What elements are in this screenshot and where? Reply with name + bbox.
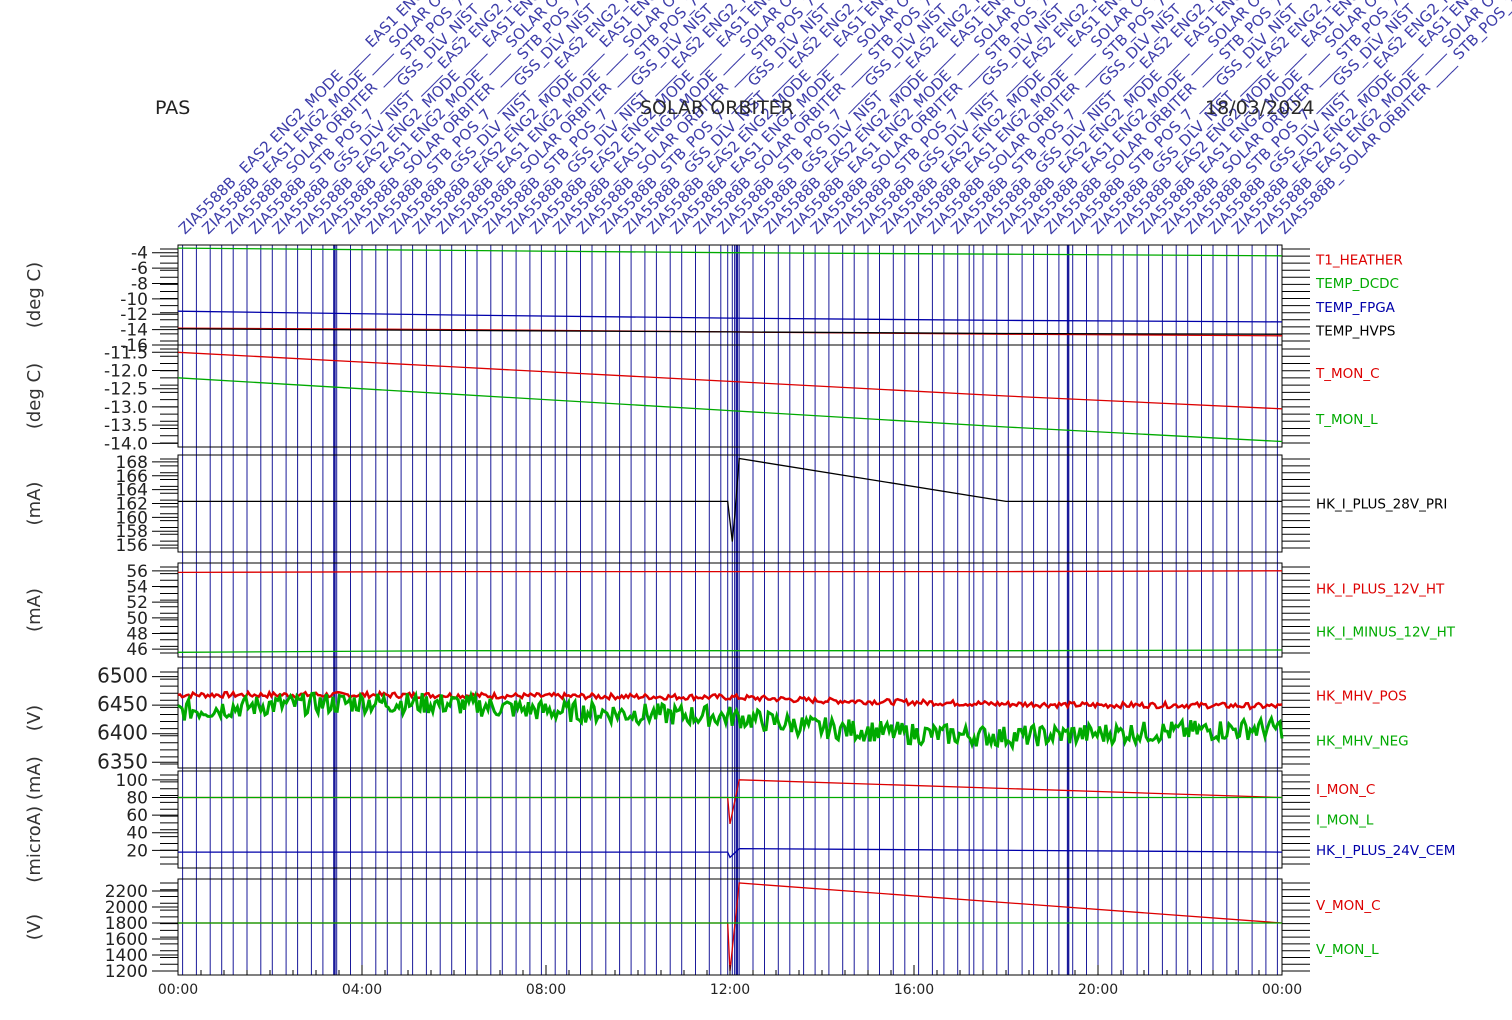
y-tick-label: 1400: [105, 946, 148, 966]
series-name: HK_I_MINUS_12V_HT: [1316, 624, 1456, 640]
y-tick-label: 160: [116, 508, 148, 528]
y-axis-label: (deg C): [24, 363, 45, 429]
panel-frame: [177, 454, 1283, 553]
y-tick-label: 6400: [97, 721, 148, 745]
y-tick-label: 52: [126, 593, 148, 613]
series-name: V_MON_C: [1316, 898, 1381, 914]
panel-frame: [177, 344, 1283, 448]
series-name: TEMP_FPGA: [1315, 300, 1396, 316]
series-name: I_MON_L: [1316, 813, 1374, 829]
y-tick-label: -10: [120, 290, 148, 310]
series-name: HK_MHV_POS: [1316, 688, 1407, 704]
y-tick-label: -11.5: [104, 343, 148, 363]
series-line: [177, 377, 1283, 443]
y-tick-label: 2000: [105, 898, 148, 918]
x-tick-label: 12:00: [710, 982, 750, 998]
series-name: HK_MHV_NEG: [1316, 734, 1409, 750]
y-tick-label: 46: [126, 640, 148, 660]
series-name: HK_I_PLUS_12V_HT: [1316, 582, 1445, 598]
y-axis-label: (deg C): [24, 262, 45, 328]
y-tick-label: -14.0: [104, 434, 148, 454]
y-axis-label: (V): [24, 705, 45, 731]
y-tick-label: -12.0: [104, 362, 148, 382]
instrument-label: PAS: [155, 97, 191, 119]
series-line: [177, 351, 1283, 410]
y-tick-label: -8: [131, 274, 148, 294]
y-tick-label: -4: [131, 244, 148, 264]
x-tick-label: 08:00: [526, 982, 566, 998]
y-tick-label: 2200: [105, 882, 148, 902]
series-line: [177, 247, 1283, 257]
series-name: T_MON_C: [1315, 366, 1380, 382]
y-tick-label: 168: [116, 453, 148, 473]
series-name: TEMP_HVPS: [1315, 324, 1395, 340]
y-tick-label: 48: [126, 625, 148, 645]
y-tick-label: -16: [120, 336, 148, 356]
series-name: T1_HEATHER: [1315, 252, 1403, 268]
y-tick-label: 1200: [105, 962, 148, 982]
y-axis-label: (mA): [24, 482, 45, 526]
panel-frame: [177, 667, 1283, 769]
y-tick-label: -13.5: [104, 416, 148, 436]
series-name: HK_I_PLUS_28V_PRI: [1316, 497, 1447, 513]
series-name: HK_I_PLUS_24V_CEM: [1316, 843, 1455, 859]
x-tick-label: 16:00: [894, 982, 934, 998]
y-tick-label: 166: [116, 467, 148, 487]
series-line: [177, 689, 1283, 711]
y-tick-label: 6500: [97, 664, 148, 688]
series-line: [178, 779, 1283, 825]
date-label: 18/03/2024: [1205, 97, 1315, 119]
series-name: I_MON_C: [1316, 782, 1375, 798]
y-tick-label: 50: [126, 609, 148, 629]
series-name: TEMP_DCDC: [1315, 276, 1399, 292]
y-tick-label: 162: [116, 495, 148, 515]
y-tick-label: 20: [126, 841, 148, 861]
y-tick-label: -14: [120, 321, 148, 341]
y-tick-label: -13.0: [104, 398, 148, 418]
panel-frame: [177, 562, 1283, 658]
y-tick-label: 40: [126, 824, 148, 844]
series-line: [177, 310, 1283, 323]
mission-label: SOLAR ORBITER: [640, 97, 794, 119]
y-tick-label: 1800: [105, 914, 148, 934]
series-name: T_MON_L: [1315, 412, 1378, 428]
series-line: [177, 328, 1283, 335]
series-line: [178, 882, 1283, 972]
y-tick-label: -12: [120, 305, 148, 325]
y-tick-label: 80: [126, 788, 148, 808]
x-tick-label: 00:00: [1262, 982, 1302, 998]
series-line: [178, 847, 1283, 859]
y-tick-label: 56: [126, 562, 148, 582]
panel-frame: [177, 770, 1283, 869]
y-tick-label: 164: [116, 481, 148, 501]
y-tick-label: 6450: [97, 692, 148, 716]
series-name: V_MON_L: [1316, 942, 1379, 958]
x-tick-label: 20:00: [1078, 982, 1118, 998]
series-line: [177, 689, 1284, 752]
y-tick-label: 158: [116, 522, 148, 542]
y-axis-label: (mA): [24, 588, 45, 632]
y-tick-label: -6: [131, 259, 148, 279]
y-tick-label: 6350: [97, 749, 148, 773]
y-axis-label: (microA) (mA): [24, 756, 45, 882]
series-line: [177, 570, 1283, 574]
y-tick-label: 54: [126, 578, 148, 598]
y-tick-label: -12.5: [104, 380, 148, 400]
series-line: [177, 649, 1283, 653]
x-tick-label: 00:00: [158, 982, 198, 998]
x-tick-label: 04:00: [342, 982, 382, 998]
y-axis-label: (V): [24, 914, 45, 940]
series-line: [178, 457, 1282, 542]
y-tick-label: 60: [126, 806, 148, 826]
y-tick-label: 156: [116, 536, 148, 556]
y-tick-label: 1600: [105, 930, 148, 950]
y-tick-label: 100: [116, 771, 148, 791]
